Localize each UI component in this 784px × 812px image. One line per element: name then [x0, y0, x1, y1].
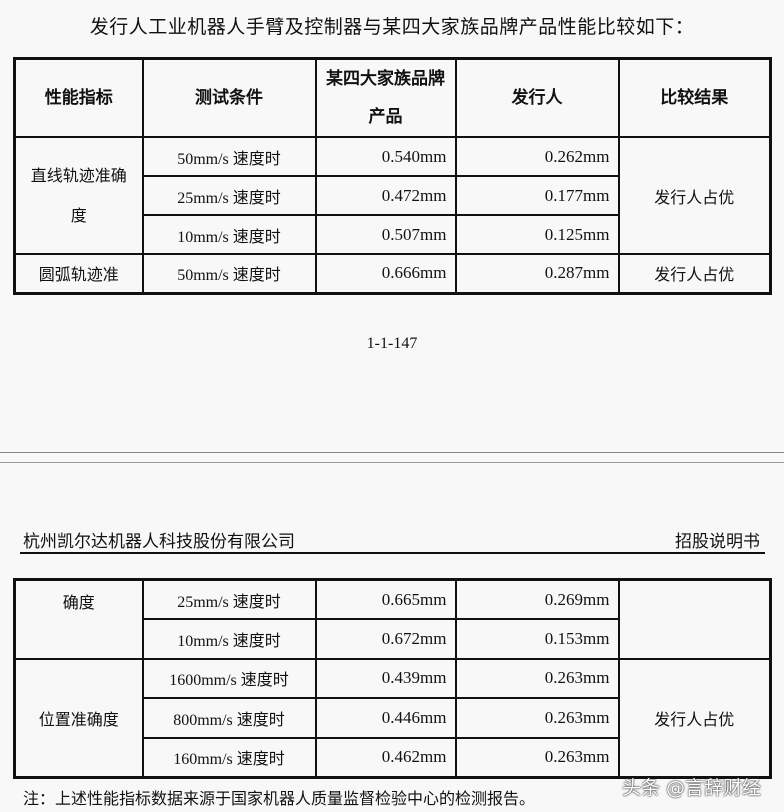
table-row: 25mm/s 速度时 0.472mm 0.177mm [15, 175, 771, 216]
result-cell: 发行人占优 [617, 657, 772, 778]
page-number: 1-1-147 [366, 335, 418, 352]
table-row: 直线轨迹准确度 50mm/s 速度时 0.540mm 0.262mm 发行人占优 [13, 136, 772, 255]
brand-value: 0.666mm [314, 253, 457, 294]
brand-value: 0.446mm [314, 697, 457, 739]
brand-value: 0.507mm [314, 214, 457, 255]
condition-cell: 1600mm/s 速度时 [141, 657, 317, 699]
metric-cell: 圆弧轨迹准 [13, 253, 144, 294]
brand-value: 0.462mm [314, 736, 457, 778]
condition-cell: 160mm/s 速度时 [141, 736, 317, 778]
table-row: 位置准确度 1600mm/s 速度时 0.439mm 0.263mm 发行人占优 [13, 657, 772, 778]
brand-value: 0.472mm [314, 175, 457, 216]
table-row: 确度 25mm/s 速度时 0.665mm 0.269mm [13, 578, 772, 660]
table-row: 10mm/s 速度时 0.672mm 0.153mm [15, 618, 771, 660]
issuer-value: 0.125mm [454, 214, 620, 255]
header-document-type: 招股说明书 [675, 532, 760, 552]
table-header-row: 性能指标 测试条件 某四大家族品牌产品 发行人 比较结果 [13, 57, 772, 138]
header-condition: 测试条件 [141, 57, 317, 138]
issuer-value: 0.287mm [454, 253, 620, 294]
metric-cell: 直线轨迹准确度 [13, 136, 144, 255]
issuer-value: 0.269mm [454, 578, 620, 620]
condition-cell: 25mm/s 速度时 [141, 175, 317, 216]
header-metric: 性能指标 [13, 57, 144, 138]
header-result: 比较结果 [617, 57, 772, 138]
header-company: 杭州凯尔达机器人科技股份有限公司 [23, 532, 295, 552]
result-cell: 发行人占优 [617, 136, 772, 255]
condition-cell: 50mm/s 速度时 [141, 136, 317, 177]
issuer-value: 0.263mm [454, 657, 620, 699]
footnote: 注：上述性能指标数据来源于国家机器人质量监督检验中心的检测报告。 [23, 789, 536, 808]
header-issuer: 发行人 [454, 57, 620, 138]
issuer-value: 0.177mm [454, 175, 620, 216]
brand-value: 0.540mm [314, 136, 457, 177]
page-break-line [0, 462, 784, 463]
table-row: 160mm/s 速度时 0.462mm 0.263mm [15, 736, 771, 778]
metric-cell: 确度 [13, 578, 144, 660]
brand-value: 0.672mm [314, 618, 457, 660]
watermark: 头条 @言辞财经 [622, 777, 762, 799]
issuer-value: 0.263mm [454, 736, 620, 778]
issuer-value: 0.262mm [454, 136, 620, 177]
page-break-line [0, 452, 784, 453]
performance-table-part1: 性能指标 测试条件 某四大家族品牌产品 发行人 比较结果 直线轨迹准确度 50m… [13, 57, 772, 295]
result-cell: 发行人占优 [617, 253, 772, 294]
result-cell [617, 578, 772, 660]
table-row: 800mm/s 速度时 0.446mm 0.263mm [15, 697, 771, 739]
header-rule [20, 552, 765, 554]
performance-table-part2: 确度 25mm/s 速度时 0.665mm 0.269mm 10mm/s 速度时… [13, 578, 772, 779]
condition-cell: 800mm/s 速度时 [141, 697, 317, 739]
condition-cell: 10mm/s 速度时 [141, 214, 317, 255]
condition-cell: 25mm/s 速度时 [141, 578, 317, 620]
intro-text: 发行人工业机器人手臂及控制器与某四大家族品牌产品性能比较如下： [89, 16, 695, 38]
table-row: 10mm/s 速度时 0.507mm 0.125mm [15, 214, 771, 255]
condition-cell: 50mm/s 速度时 [141, 253, 317, 294]
brand-value: 0.439mm [314, 657, 457, 699]
issuer-value: 0.263mm [454, 697, 620, 739]
brand-value: 0.665mm [314, 578, 457, 620]
condition-cell: 10mm/s 速度时 [141, 618, 317, 660]
metric-cell: 位置准确度 [13, 657, 144, 778]
table-row: 圆弧轨迹准 50mm/s 速度时 0.666mm 0.287mm 发行人占优 [13, 253, 772, 294]
issuer-value: 0.153mm [454, 618, 620, 660]
header-brand: 某四大家族品牌产品 [314, 57, 457, 138]
